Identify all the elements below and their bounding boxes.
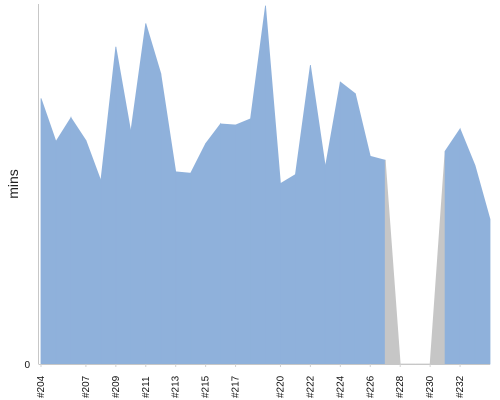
x-tick-label: #224 [335, 375, 346, 398]
area-segment [70, 116, 87, 365]
x-tick-label: #209 [111, 375, 122, 398]
x-tick-label: #222 [305, 375, 316, 398]
area-segment [145, 23, 162, 365]
area-segment [190, 143, 207, 365]
area-segment [175, 171, 192, 365]
area-gap-segment [429, 151, 446, 365]
area-segment [235, 118, 251, 365]
x-tick-label: #211 [141, 376, 152, 398]
x-tick-label: #204 [36, 375, 47, 398]
area-segment [85, 140, 102, 365]
area-segment [339, 81, 356, 365]
x-tick-label: #215 [201, 375, 212, 398]
plot-area [40, 5, 491, 365]
y-tick-label: 0 [24, 360, 30, 371]
area-segment [280, 173, 296, 365]
area-segment [55, 116, 72, 365]
x-tick-label: #228 [395, 375, 406, 398]
x-tick-label: #213 [171, 375, 182, 398]
area-gap-segment [384, 160, 401, 365]
area-segment [310, 65, 326, 365]
x-tick-label: #217 [231, 375, 242, 398]
x-tick-label: #230 [425, 375, 436, 398]
area-segment [250, 5, 266, 365]
area-segment [160, 73, 177, 365]
x-tick-label: #226 [365, 375, 376, 398]
area-segment [115, 46, 132, 365]
area-segment [40, 98, 57, 365]
area-segment [354, 93, 371, 365]
x-tick-label: #232 [455, 375, 466, 398]
area-segment [369, 155, 386, 365]
area-segment [474, 165, 491, 365]
area-segment [220, 123, 236, 365]
area-segment [100, 46, 117, 365]
x-tick-label: #220 [275, 375, 286, 398]
area-segment [205, 122, 221, 365]
x-axis-ticks: #204 #207 #209 #211 #213 #215 #217 #220 #222 #224… [36, 364, 466, 398]
area-segment [265, 5, 281, 365]
x-tick-label: #207 [81, 375, 92, 398]
area-segment [459, 128, 476, 365]
area-segment [444, 127, 461, 365]
y-axis-ticks: 0 [24, 360, 30, 371]
area-segment [130, 23, 147, 365]
y-axis-title: mins [5, 169, 21, 199]
area-segment [324, 82, 341, 365]
area-segment [295, 65, 311, 365]
